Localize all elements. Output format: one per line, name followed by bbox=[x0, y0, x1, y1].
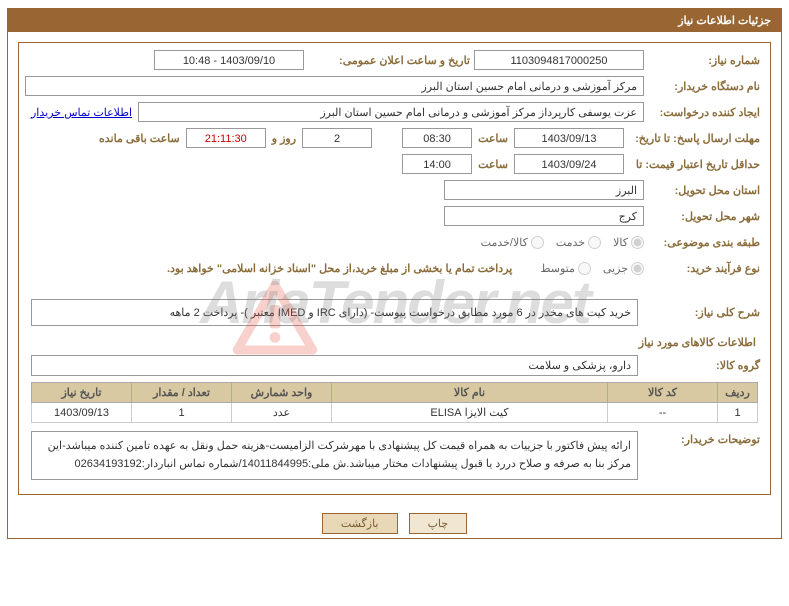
cat-service-radio[interactable]: خدمت bbox=[556, 236, 601, 249]
panel-title: جزئیات اطلاعات نیاز bbox=[8, 9, 781, 32]
price-valid-time: 14:00 bbox=[402, 154, 472, 174]
goods-table: ردیف کد کالا نام کالا واحد شمارش تعداد /… bbox=[31, 382, 758, 423]
cell-unit: عدد bbox=[232, 403, 332, 423]
resp-date-value: 1403/09/13 bbox=[514, 128, 624, 148]
back-button[interactable]: بازگشت bbox=[322, 513, 398, 534]
cat-goods-radio[interactable]: کالا bbox=[613, 236, 644, 249]
goods-info-title: اطلاعات کالاهای مورد نیاز bbox=[25, 332, 764, 353]
buy-process-label: نوع فرآیند خرید: bbox=[644, 262, 764, 275]
content-area: شماره نیاز: 1103094817000250 تاریخ و ساع… bbox=[18, 42, 771, 495]
remain-label: ساعت باقی مانده bbox=[93, 132, 186, 145]
cell-date: 1403/09/13 bbox=[32, 403, 132, 423]
th-qty: تعداد / مقدار bbox=[132, 383, 232, 403]
creator-label: ایجاد کننده درخواست: bbox=[644, 106, 764, 119]
deliv-city-value: کرج bbox=[444, 206, 644, 226]
process-radios: جزیی متوسط bbox=[532, 262, 644, 275]
need-no-label: شماره نیاز: bbox=[644, 54, 764, 67]
deliv-city-label: شهر محل تحویل: bbox=[644, 210, 764, 223]
announce-dt-value: 1403/09/10 - 10:48 bbox=[154, 50, 304, 70]
deliv-prov-label: استان محل تحویل: bbox=[644, 184, 764, 197]
creator-value: عزت یوسفی کارپرداز مرکز آموزشی و درمانی … bbox=[138, 102, 644, 122]
hour-label-1: ساعت bbox=[472, 132, 514, 145]
announce-dt-label: تاریخ و ساعت اعلان عمومی: bbox=[304, 54, 474, 67]
process-note: پرداخت تمام یا بخشی از مبلغ خرید،از محل … bbox=[167, 262, 512, 275]
need-desc-value: خرید کیت های مخدر در 6 مورد مطابق درخواس… bbox=[31, 299, 638, 326]
price-valid-date: 1403/09/24 bbox=[514, 154, 624, 174]
category-radios: کالا خدمت کالا/خدمت bbox=[473, 236, 644, 249]
buyer-org-value: مرکز آموزشی و درمانی امام حسین استان الب… bbox=[25, 76, 644, 96]
goods-group-value: دارو، پزشکی و سلامت bbox=[31, 355, 638, 376]
cell-qty: 1 bbox=[132, 403, 232, 423]
remain-days-value: 2 bbox=[302, 128, 372, 148]
cat-both-radio[interactable]: کالا/خدمت bbox=[481, 236, 544, 249]
th-row: ردیف bbox=[718, 383, 758, 403]
th-code: کد کالا bbox=[608, 383, 718, 403]
contact-link[interactable]: اطلاعات تماس خریدار bbox=[25, 106, 138, 119]
table-row: 1 -- کیت الایزا ELISA عدد 1 1403/09/13 bbox=[32, 403, 758, 423]
days-and-label: روز و bbox=[266, 132, 302, 145]
main-panel: جزئیات اطلاعات نیاز شماره نیاز: 11030948… bbox=[7, 8, 782, 539]
goods-group-label: گروه کالا: bbox=[644, 359, 764, 372]
buyer-notes-value: ارائه پیش فاکتور با جزییات به همراه قیمت… bbox=[31, 431, 638, 480]
th-unit: واحد شمارش bbox=[232, 383, 332, 403]
buyer-org-label: نام دستگاه خریدار: bbox=[644, 80, 764, 93]
footer-buttons: چاپ بازگشت bbox=[8, 505, 781, 538]
proc-partial-radio[interactable]: جزیی bbox=[603, 262, 644, 275]
need-no-value: 1103094817000250 bbox=[474, 50, 644, 70]
cell-name: کیت الایزا ELISA bbox=[332, 403, 608, 423]
cell-code: -- bbox=[608, 403, 718, 423]
proc-medium-radio[interactable]: متوسط bbox=[540, 262, 591, 275]
resp-deadline-label: مهلت ارسال پاسخ: تا تاریخ: bbox=[624, 132, 764, 145]
th-date: تاریخ نیاز bbox=[32, 383, 132, 403]
hour-label-2: ساعت bbox=[472, 158, 514, 171]
need-desc-label: شرح کلی نیاز: bbox=[644, 306, 764, 319]
th-name: نام کالا bbox=[332, 383, 608, 403]
deliv-prov-value: البرز bbox=[444, 180, 644, 200]
resp-time-value: 08:30 bbox=[402, 128, 472, 148]
buyer-notes-label: توضیحات خریدار: bbox=[644, 427, 764, 446]
remain-time-value: 21:11:30 bbox=[186, 128, 266, 148]
print-button[interactable]: چاپ bbox=[409, 513, 468, 534]
price-valid-label: حداقل تاریخ اعتبار قیمت: تا bbox=[624, 158, 764, 171]
category-label: طبقه بندی موضوعی: bbox=[644, 236, 764, 249]
cell-idx: 1 bbox=[718, 403, 758, 423]
